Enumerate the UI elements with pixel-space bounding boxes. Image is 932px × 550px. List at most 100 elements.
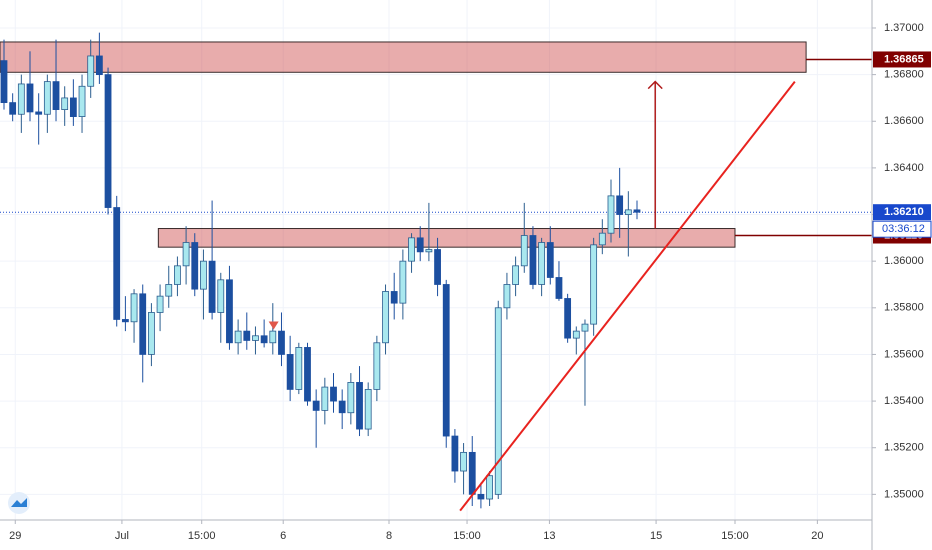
candle-body [304,347,311,402]
candle-body [234,330,242,344]
grid [0,0,872,520]
candle-body [451,435,459,472]
y-tick-label: 1.35400 [884,395,924,407]
candle-body [399,260,407,304]
candle-body [529,235,537,285]
arrow-head [647,80,663,90]
plot [0,32,872,512]
candle-body [148,312,155,355]
candle-body [416,237,424,253]
candle-body [503,284,511,309]
y-tick-label: 1.36400 [884,162,924,174]
candle-body [356,382,363,430]
candle-body [468,451,476,495]
x-tick-label: 15 [650,530,662,542]
y-tick-label: 1.35000 [884,488,924,500]
candle-body [477,493,485,500]
candle-body [286,354,294,390]
candle-body [581,323,589,332]
candle-body [321,386,329,411]
candle-body [546,242,554,278]
candle-body [425,249,433,253]
candle-body [95,55,103,76]
candle-body [442,284,450,437]
candle-body [87,55,95,87]
y-tick-label: 1.35200 [884,442,924,454]
x-tick-label: 8 [386,530,392,542]
candle-body [390,291,398,304]
candle-body [590,244,598,325]
candle-body [572,330,580,339]
candle-body [607,195,615,234]
candle-body [200,260,207,290]
candle-body [52,81,60,110]
candle-body [217,279,225,313]
x-tick-label: Jul [115,530,129,542]
axes: 1.35000 1.35200 1.35400 1.35600 1.35800 1.360… [9,22,932,542]
candle-body [113,207,121,320]
candle-body [494,307,502,495]
candle-body [295,347,303,390]
logo-mark [11,498,27,507]
trend-line [459,80,796,512]
candle-body [278,330,285,355]
candle-body [555,277,563,299]
x-tick-label: 15:00 [453,530,481,542]
candle-body [208,260,216,313]
candle-body [564,298,572,339]
candle-body [156,295,164,313]
candle-body [269,330,277,344]
level-label: 1.36865 [884,53,924,65]
candle-body [165,284,173,297]
candle-body [260,335,268,344]
y-tick-label: 1.35600 [884,348,924,360]
candle-body [104,74,112,208]
candle-body [598,232,606,246]
zone [0,41,807,73]
zone [157,228,736,248]
candle-body [616,195,624,215]
candle-body [35,111,43,115]
y-tick-label: 1.37000 [884,22,924,34]
candle-body [347,382,355,414]
candle-body [312,400,320,411]
signal-marker [268,321,279,330]
candle-body [624,209,632,215]
candle-body [78,85,86,117]
x-tick-label: 29 [9,530,21,542]
countdown: 03:36:12 [882,223,925,235]
x-tick-label: 6 [280,530,286,542]
candle-body [338,400,346,414]
candle-body [226,279,233,344]
candle-body [408,237,415,262]
candle-body [191,242,199,290]
logo [8,492,30,514]
candle-body [512,265,520,285]
candle-body [434,249,441,285]
candle-body [174,265,181,285]
y-tick-label: 1.36600 [884,115,924,127]
candle-body [364,389,372,430]
candle-body [538,242,546,285]
candle-body [243,330,251,341]
candle-body [520,235,528,267]
candle-body [330,386,337,402]
candle-body [373,342,381,390]
countdown-box [872,220,932,238]
candle-body [486,475,493,500]
x-tick-label: 15:00 [188,530,216,542]
candle-body [633,209,641,213]
candle-body [17,83,25,115]
candle-body [182,242,190,267]
candle-body [252,335,259,341]
x-tick-label: 13 [543,530,555,542]
candle-body [0,60,8,104]
candle-body [460,451,467,472]
candle-body [61,97,69,110]
candle-body [130,293,138,323]
candle-body [69,97,77,117]
candle-body [26,83,34,113]
level-label-box [873,51,931,68]
candle-body [382,291,389,344]
